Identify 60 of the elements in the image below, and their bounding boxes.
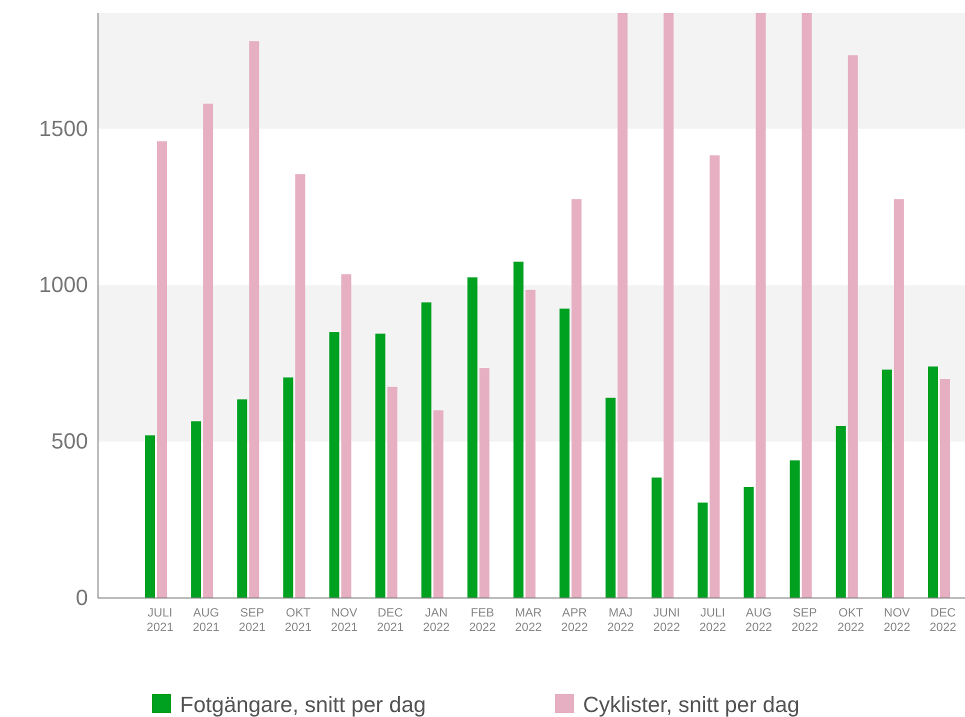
bar [572, 199, 582, 598]
x-tick-label: SEP 2022 [791, 606, 818, 634]
x-tick-label: MAJ 2022 [607, 606, 634, 634]
bar [664, 13, 674, 598]
x-tick-label: JUNI 2022 [653, 606, 680, 634]
x-tick-label: SEP 2021 [238, 606, 266, 634]
bar [790, 460, 800, 598]
x-tick-label: OKT 2022 [838, 606, 865, 634]
legend-label: Cyklister, snitt per dag [583, 692, 800, 717]
bar [237, 399, 248, 598]
bar [894, 199, 904, 598]
bar [698, 502, 708, 598]
x-tick-label: NOV 2021 [330, 606, 358, 634]
bar [802, 13, 812, 598]
x-tick-label: OKT 2021 [284, 606, 312, 634]
y-tick-label: 0 [76, 585, 88, 610]
bar [848, 55, 858, 598]
bar [249, 41, 260, 598]
bar [710, 155, 720, 598]
bar [525, 290, 536, 598]
bar [940, 379, 950, 598]
bar [618, 13, 628, 598]
x-tick-label: NOV 2022 [884, 606, 911, 634]
x-tick-label: AUG 2021 [192, 606, 220, 634]
bar [341, 274, 352, 598]
bar [203, 104, 214, 598]
bar [560, 308, 570, 598]
bar [928, 366, 938, 598]
bar [329, 332, 340, 598]
x-tick-label: DEC 2021 [376, 606, 404, 634]
x-tick-label: DEC 2022 [930, 606, 957, 634]
bar [145, 435, 156, 598]
bar [606, 398, 616, 598]
x-tick-label: APR 2022 [561, 606, 588, 634]
bar [433, 410, 444, 598]
legend-label: Fotgängare, snitt per dag [180, 692, 426, 717]
bar [295, 174, 306, 598]
x-tick-label: JULI 2021 [146, 606, 174, 634]
bar [513, 262, 524, 598]
y-tick-label: 500 [51, 428, 88, 454]
bar [479, 368, 490, 598]
bar [375, 334, 386, 598]
bar [467, 277, 478, 598]
x-tick-label: MAR 2022 [515, 606, 542, 634]
bar [652, 478, 662, 598]
bar [387, 386, 398, 598]
bar [756, 13, 766, 598]
bar [283, 377, 294, 598]
y-tick-label: 1000 [39, 272, 88, 298]
bar [836, 426, 846, 598]
x-tick-label: AUG 2022 [745, 606, 772, 634]
bar [744, 486, 754, 598]
bar [191, 421, 202, 598]
bar [421, 302, 432, 598]
x-tick-label: FEB 2022 [469, 606, 496, 634]
x-tick-label: JULI 2022 [699, 606, 726, 634]
bar [882, 370, 892, 598]
x-tick-label: JAN 2022 [423, 606, 450, 634]
y-tick-label: 1500 [39, 116, 88, 141]
bar [157, 141, 168, 598]
